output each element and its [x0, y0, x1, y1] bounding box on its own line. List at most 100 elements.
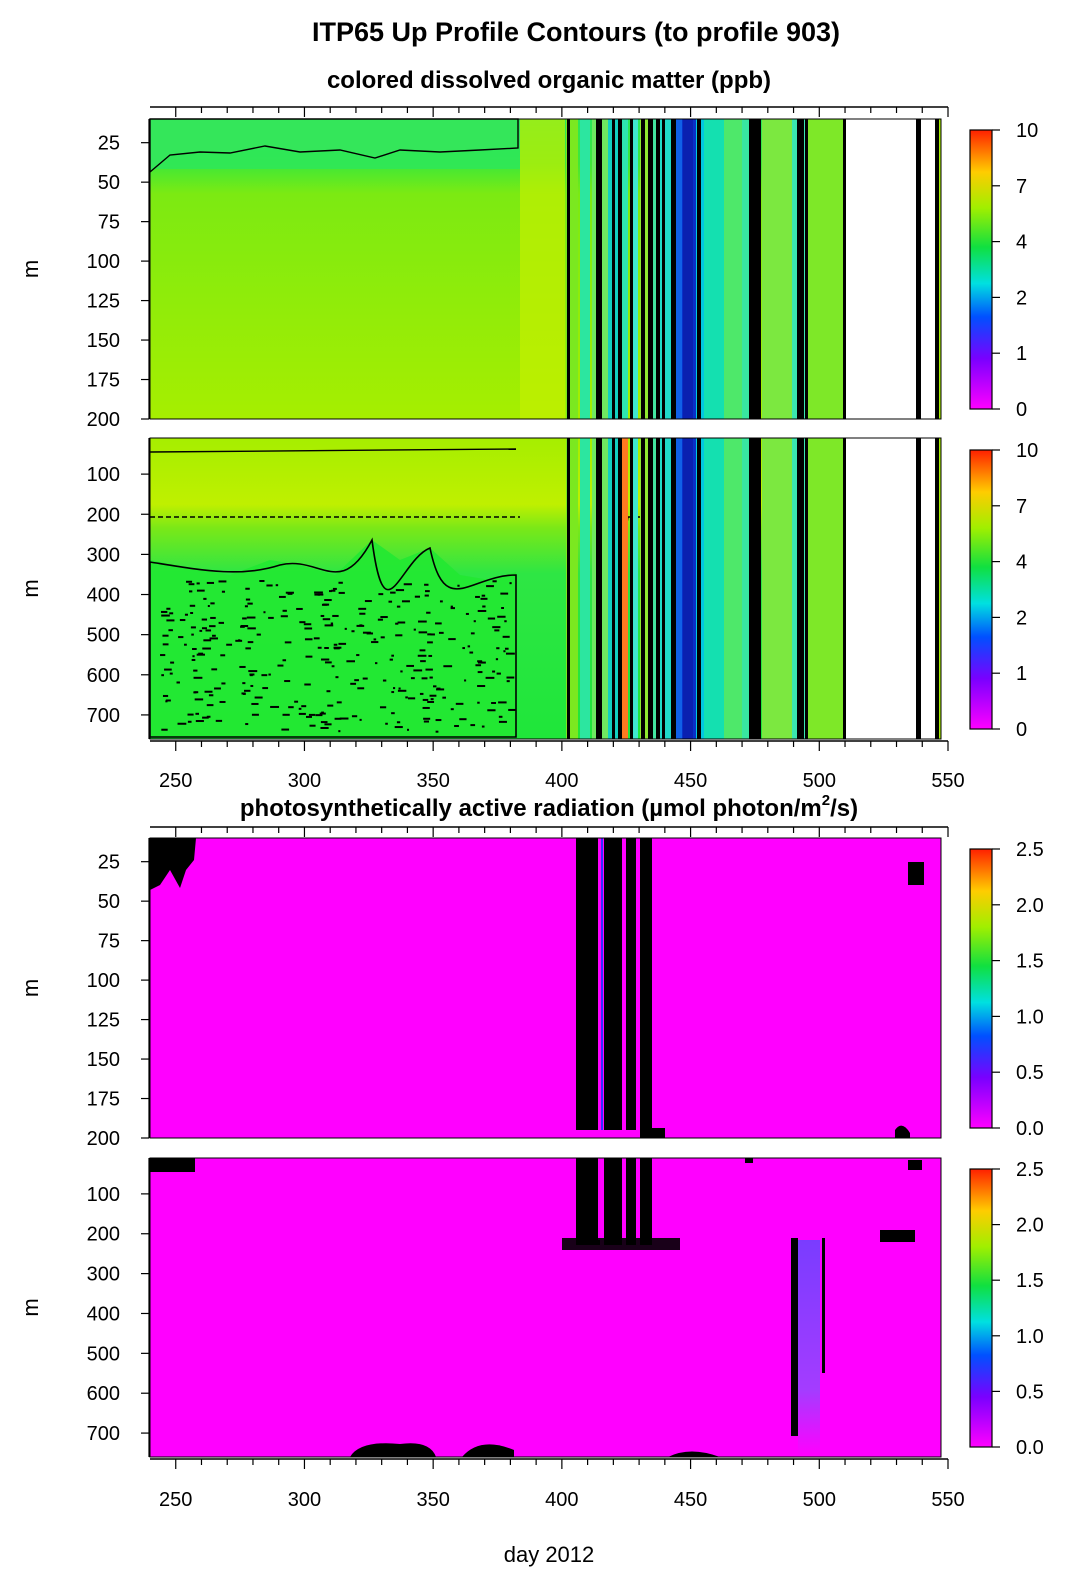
contour-band	[916, 438, 921, 739]
contour-speckle	[450, 708, 454, 711]
contour-speckle	[477, 671, 483, 674]
contour-speckle	[166, 607, 171, 610]
par-title-end: /s)	[830, 795, 858, 822]
contour-speckle	[193, 676, 203, 679]
contour-band	[671, 119, 676, 419]
contour-speckle	[359, 612, 366, 615]
contour-speckle	[406, 728, 410, 731]
heatmap-stripe	[762, 119, 792, 419]
contour-speckle	[313, 637, 320, 640]
contour-speckle	[477, 701, 480, 704]
contour-speckle	[186, 580, 193, 583]
contour-speckle	[164, 668, 172, 671]
contour-speckle	[188, 583, 195, 586]
x-tick-label: 500	[803, 1489, 836, 1511]
x-tick-label: 550	[931, 1489, 964, 1511]
colorbar-tick-label: 1.5	[1016, 1270, 1044, 1292]
deep-layer	[150, 540, 516, 737]
colorbar	[969, 848, 993, 1129]
contour-speckle	[195, 712, 199, 715]
contour-speckle	[184, 643, 187, 646]
colorbar-tick-label: 7	[1016, 176, 1027, 198]
cdom-upper-panel: 25 50 75 100 125 150 175 200 m 0 1 2 4 7 10	[18, 118, 1038, 431]
contour-speckle	[305, 655, 313, 658]
contour-speckle	[201, 627, 207, 630]
contour-speckle	[324, 723, 332, 726]
contour-speckle	[251, 702, 259, 705]
contour-speckle	[509, 582, 512, 585]
contour-speckle	[189, 604, 196, 607]
contour-speckle	[506, 680, 510, 683]
contour-speckle	[195, 720, 204, 723]
contour-speckle	[298, 707, 302, 710]
contour-band	[791, 1238, 798, 1436]
x-axis-label: day 2012	[504, 1542, 595, 1567]
panel-frame	[149, 837, 942, 1139]
y-tick-label: 125	[87, 291, 120, 313]
contour-band	[797, 119, 804, 419]
contour-speckle	[278, 595, 286, 598]
y-tick-label: 200	[87, 504, 120, 526]
contour-speckle	[362, 631, 371, 634]
contour-band	[805, 438, 808, 739]
contour-speckle	[209, 637, 218, 640]
contour-speckle	[208, 694, 214, 697]
contour-speckle	[495, 658, 499, 661]
contour-speckle	[450, 605, 453, 608]
colorbar-tick-label: 0.0	[1016, 1437, 1044, 1459]
contour-speckle	[210, 616, 216, 619]
contour-speckle	[170, 661, 175, 664]
contour-speckle	[462, 647, 465, 650]
contour-speckle	[244, 605, 248, 608]
contour-speckle	[218, 621, 225, 624]
contour-speckle	[333, 647, 340, 650]
contour-speckle	[354, 679, 359, 682]
x-tick-label: 400	[545, 1489, 578, 1511]
contour-speckle	[502, 635, 510, 638]
contour-band	[641, 438, 645, 739]
contour-speckle	[268, 673, 271, 676]
par-lower-panel: 100 200 300 400 500 600 700 m 0.0 0.5 1.0 1.5 2.0 2.5	[18, 1157, 1044, 1459]
contour-speckle	[417, 654, 427, 657]
contour-speckle	[322, 618, 331, 621]
deep-contour	[149, 537, 517, 738]
contour-speckle	[324, 647, 329, 650]
contour-speckle	[212, 634, 216, 637]
contour-band	[640, 1158, 652, 1245]
contour-speckle	[251, 713, 259, 716]
contour-speckle	[338, 642, 347, 645]
contour-speckle	[211, 668, 218, 671]
contour-speckle	[413, 669, 423, 672]
colorbar-tick-label: 1	[1016, 663, 1027, 685]
contour-speckle	[465, 612, 469, 615]
contour-speckle	[205, 629, 212, 632]
contour-speckle	[470, 724, 476, 727]
x-tick-label: 350	[416, 770, 449, 792]
y-axis-label: m	[18, 579, 43, 597]
contour-band	[604, 1158, 622, 1245]
contour-speckle	[344, 627, 347, 630]
contour-band	[596, 119, 602, 419]
contour-speckle	[373, 638, 377, 641]
contour-speckle	[245, 723, 249, 726]
heatmap-stripe	[650, 438, 660, 739]
surface-contour	[149, 448, 517, 453]
y-tick-label: 400	[87, 585, 120, 607]
contour-speckle	[418, 631, 428, 634]
contour-blob	[908, 862, 924, 885]
contour-speckle	[196, 653, 205, 656]
contour-speckle	[301, 705, 307, 708]
heatmap-stripe	[580, 119, 590, 419]
contour-speckle	[168, 629, 173, 632]
contour-speckle	[324, 624, 334, 627]
contour-speckle	[206, 581, 215, 584]
heatmap-stripe	[806, 119, 844, 419]
contour-speckle	[397, 689, 407, 692]
contour-speckle	[199, 629, 203, 632]
contour-speckle	[378, 593, 384, 596]
contour-blob	[745, 1158, 753, 1163]
heatmap-stripe	[622, 119, 628, 419]
y-tick-label: 600	[87, 665, 120, 687]
contour-band	[757, 438, 761, 739]
contour-speckle	[501, 607, 504, 610]
